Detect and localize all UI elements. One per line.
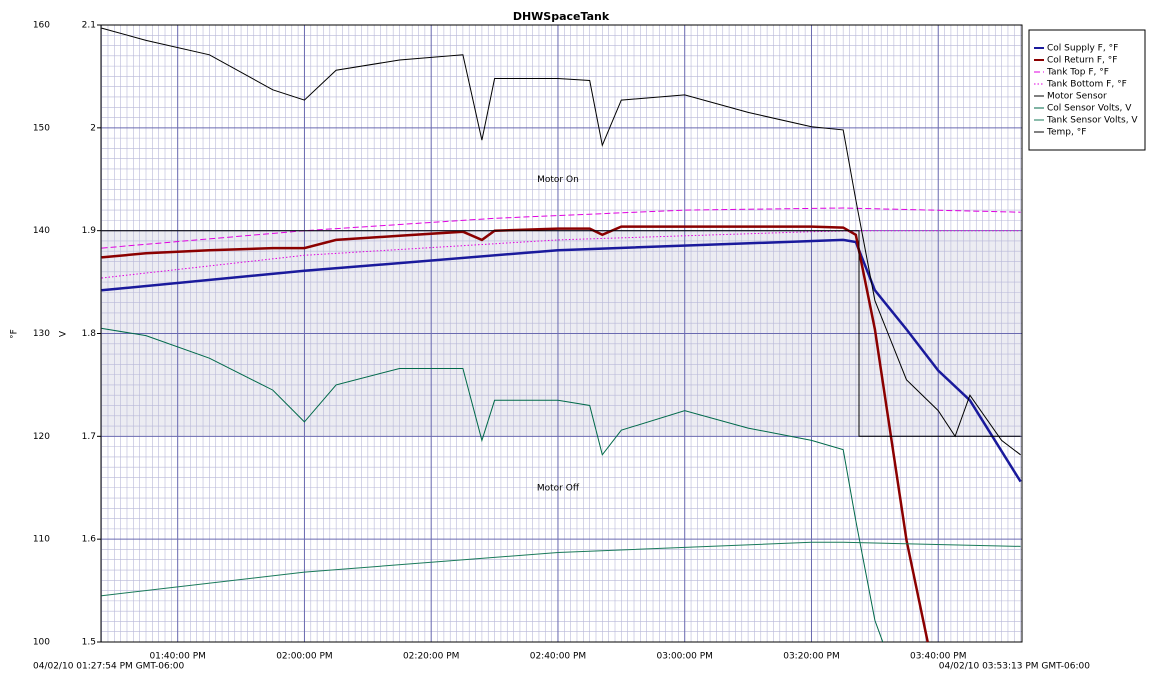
series-line: [101, 238, 1022, 483]
y-tick-label: 120: [33, 432, 50, 442]
series-line: [101, 230, 1021, 279]
y2-axis-label: V: [59, 330, 69, 337]
x-start-label: 04/02/10 01:27:54 PM GMT-06:00: [33, 662, 184, 672]
y2-tick-label: 1.8: [82, 329, 97, 339]
x-tick-label: 01:40:00 PM: [149, 652, 205, 662]
x-tick-label: 02:20:00 PM: [403, 652, 459, 662]
legend-label: Tank Sensor Volts, V: [1046, 116, 1138, 126]
y-tick-label: 110: [33, 535, 50, 545]
y2-tick-label: 1.7: [82, 432, 96, 442]
legend-label: Col Sensor Volts, V: [1047, 104, 1132, 114]
series-line: [101, 207, 1021, 249]
y-tick-label: 130: [33, 329, 50, 339]
series-line: [101, 327, 884, 643]
x-tick-label: 02:00:00 PM: [276, 652, 332, 662]
series-line: [101, 27, 1021, 456]
annotation: Motor On: [537, 175, 579, 185]
chart-title: DHWSpaceTank: [513, 10, 610, 23]
y2-tick-label: 1.5: [82, 638, 96, 648]
y2-tick-label: 1.6: [82, 535, 97, 545]
x-tick-label: 03:20:00 PM: [783, 652, 839, 662]
legend-box: [1028, 29, 1146, 151]
legend-label: Motor Sensor: [1047, 92, 1107, 102]
legend-label: Temp, °F: [1046, 128, 1086, 138]
y-tick-label: 140: [33, 226, 50, 236]
y-tick-label: 160: [33, 21, 50, 31]
x-tick-label: 02:40:00 PM: [530, 652, 586, 662]
series-line: [101, 230, 1021, 437]
legend-label: Col Return F, °F: [1047, 56, 1117, 66]
y-tick-label: 100: [33, 638, 50, 648]
legend-label: Tank Bottom F, °F: [1046, 80, 1127, 90]
y2-tick-label: 1.9: [82, 226, 97, 236]
y2-tick-label: 2.1: [82, 21, 96, 31]
y-axis-label: °F: [10, 329, 20, 339]
x-tick-label: 03:00:00 PM: [656, 652, 712, 662]
plot-frame: [100, 24, 1023, 643]
x-end-label: 04/02/10 03:53:13 PM GMT-06:00: [939, 662, 1090, 672]
series-line: [101, 541, 1021, 597]
legend-label: Tank Top F, °F: [1046, 68, 1109, 78]
y-tick-label: 150: [33, 123, 50, 133]
annotation: Motor Off: [537, 483, 580, 493]
y2-tick-label: 2: [90, 123, 96, 133]
legend-label: Col Supply F, °F: [1047, 44, 1118, 54]
x-tick-label: 03:40:00 PM: [910, 652, 966, 662]
